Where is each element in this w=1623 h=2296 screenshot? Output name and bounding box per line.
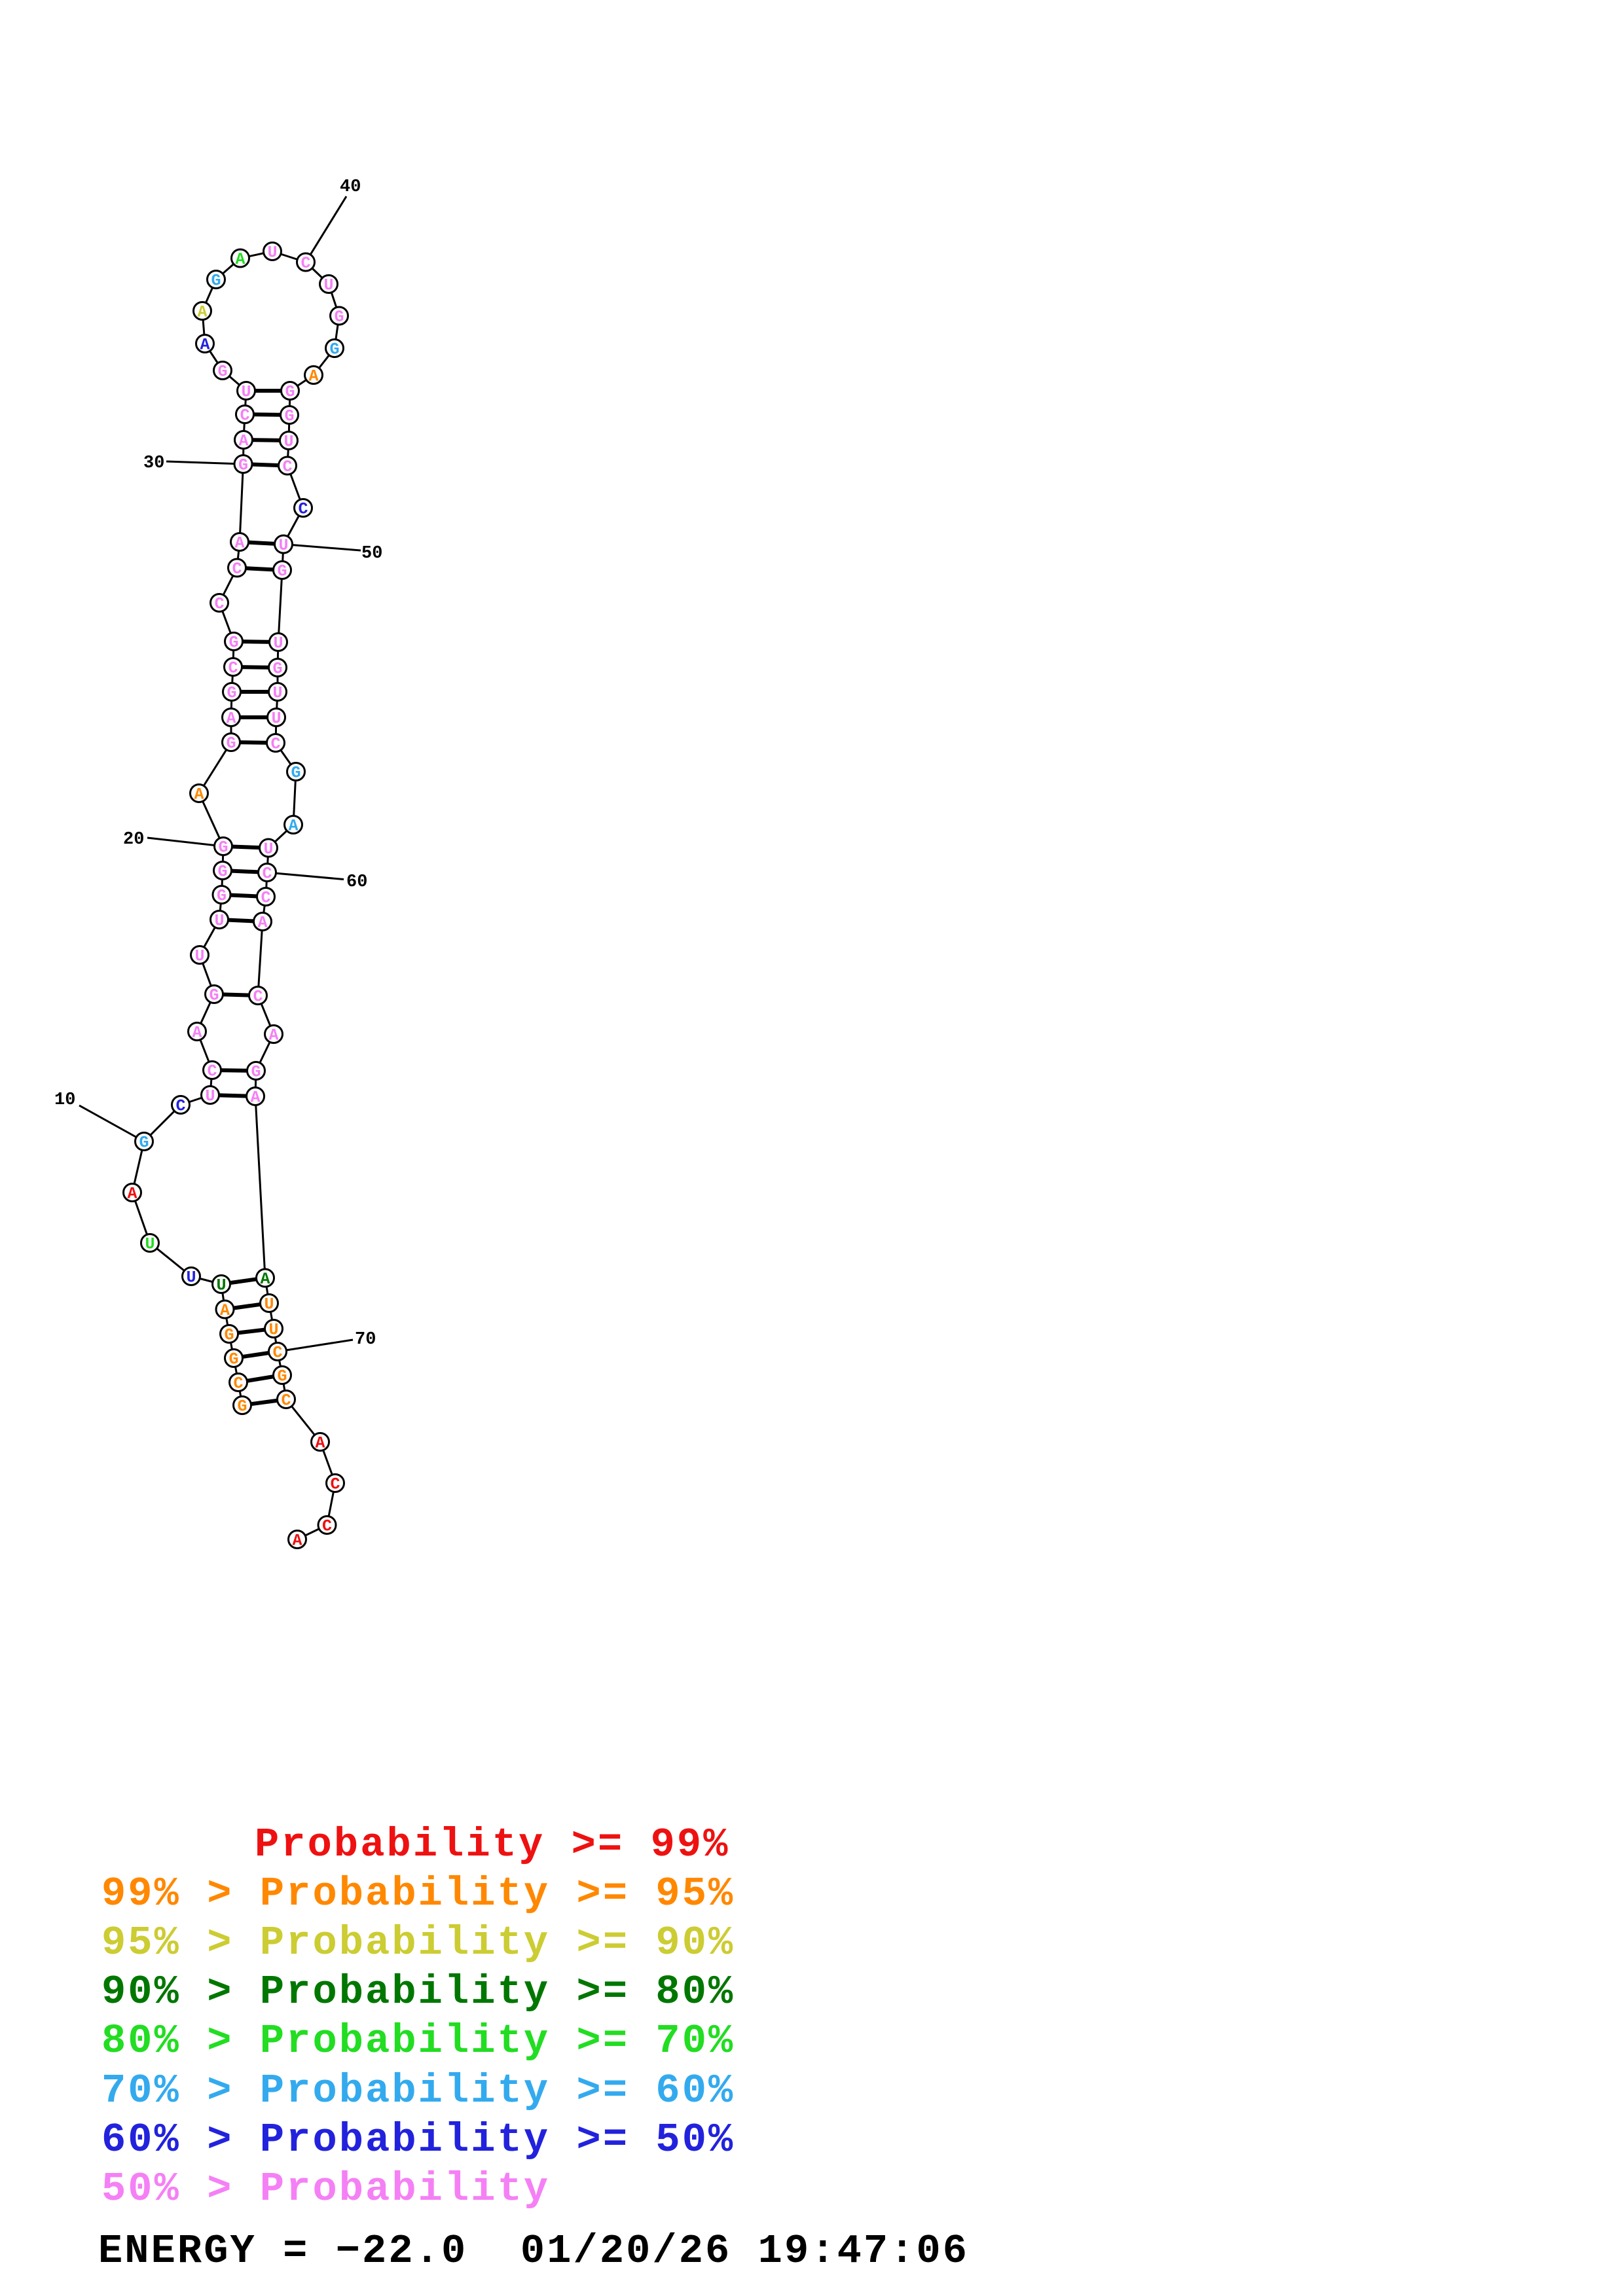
svg-text:C: C: [330, 1475, 340, 1494]
svg-text:A: A: [234, 534, 244, 553]
svg-text:U: U: [278, 536, 288, 555]
svg-text:G: G: [226, 734, 236, 753]
svg-text:C: C: [270, 735, 280, 754]
svg-text:U: U: [323, 276, 333, 295]
svg-text:U: U: [283, 433, 293, 452]
svg-text:A: A: [260, 1270, 270, 1289]
svg-text:G: G: [217, 887, 227, 906]
svg-text:50: 50: [361, 544, 382, 564]
svg-text:G: G: [218, 838, 228, 857]
svg-text:60% > Probability >= 50%: 60% > Probability >= 50%: [101, 2117, 735, 2163]
svg-text:G: G: [285, 383, 295, 402]
svg-text:G: G: [217, 863, 227, 882]
svg-text:G: G: [251, 1063, 261, 1082]
svg-text:C: C: [272, 1344, 282, 1363]
svg-text:C: C: [240, 406, 249, 425]
svg-text:A: A: [308, 367, 318, 386]
svg-text:C: C: [228, 659, 238, 678]
svg-text:G: G: [291, 764, 301, 783]
svg-text:U: U: [268, 1321, 278, 1340]
svg-text:U: U: [194, 947, 204, 966]
svg-text:10: 10: [54, 1090, 75, 1110]
svg-text:C: C: [262, 865, 272, 884]
svg-text:50% > Probability: 50% > Probability: [101, 2166, 550, 2212]
svg-text:30: 30: [143, 454, 164, 473]
svg-text:20: 20: [123, 830, 144, 850]
svg-text:G: G: [238, 456, 248, 475]
svg-text:40: 40: [340, 177, 361, 197]
svg-text:U: U: [241, 383, 251, 402]
svg-text:U: U: [272, 684, 282, 703]
svg-text:G: G: [284, 407, 294, 426]
svg-text:95% > Probability >= 90%: 95% > Probability >= 90%: [101, 1920, 735, 1966]
svg-text:C: C: [301, 254, 310, 273]
svg-text:G: G: [277, 1367, 287, 1386]
svg-text:G: G: [272, 660, 282, 679]
svg-text:A: A: [127, 1185, 137, 1204]
svg-text:G: G: [277, 562, 287, 581]
svg-text:G: G: [329, 340, 339, 359]
svg-text:G: G: [139, 1134, 149, 1153]
svg-text:U: U: [267, 243, 277, 262]
svg-text:A: A: [238, 432, 248, 451]
svg-text:A: A: [226, 709, 236, 728]
svg-text:99% > Probability >= 95%: 99% > Probability >= 95%: [101, 1871, 735, 1917]
svg-text:G: G: [217, 363, 227, 382]
svg-text:80% > Probability >= 70%: 80% > Probability >= 70%: [101, 2018, 735, 2064]
svg-text:A: A: [257, 914, 267, 933]
svg-text:C: C: [253, 988, 263, 1007]
svg-text:C: C: [233, 1374, 243, 1393]
svg-text:G: G: [228, 1350, 238, 1369]
svg-text:G: G: [211, 272, 221, 291]
svg-text:G: G: [227, 684, 236, 703]
svg-text:A: A: [200, 336, 210, 355]
svg-text:U: U: [271, 709, 281, 728]
svg-text:C: C: [322, 1517, 332, 1536]
svg-text:G: G: [228, 634, 238, 653]
svg-text:G: G: [209, 986, 219, 1005]
svg-text:U: U: [145, 1235, 155, 1254]
svg-text:U: U: [205, 1087, 215, 1106]
svg-text:C: C: [282, 457, 292, 476]
svg-text:U: U: [216, 1276, 226, 1295]
svg-text:A: A: [315, 1434, 325, 1453]
svg-text:90% > Probability >= 80%: 90% > Probability >= 80%: [101, 1969, 735, 2015]
svg-text:70% > Probability >= 60%: 70% > Probability >= 60%: [101, 2068, 735, 2114]
svg-text:ENERGY = −22.0 01/20/26 19:47: ENERGY = −22.0 01/20/26 19:47:06: [98, 2228, 969, 2274]
svg-text:70: 70: [355, 1330, 376, 1350]
svg-text:U: U: [263, 840, 273, 859]
svg-text:C: C: [207, 1062, 217, 1081]
svg-text:C: C: [261, 889, 270, 908]
svg-text:C: C: [281, 1391, 291, 1410]
svg-text:A: A: [288, 817, 298, 836]
svg-text:A: A: [197, 303, 207, 322]
svg-text:60: 60: [346, 872, 367, 892]
svg-text:A: A: [192, 1024, 202, 1043]
svg-text:C: C: [298, 500, 308, 519]
svg-text:G: G: [334, 308, 344, 327]
svg-text:A: A: [250, 1088, 260, 1107]
svg-text:A: A: [235, 250, 245, 269]
svg-text:U: U: [214, 912, 224, 931]
svg-text:C: C: [232, 560, 242, 579]
svg-text:A: A: [292, 1532, 302, 1551]
svg-text:A: A: [268, 1026, 278, 1045]
svg-text:U: U: [186, 1268, 196, 1287]
svg-text:C: C: [175, 1097, 185, 1116]
svg-text:U: U: [264, 1295, 274, 1314]
svg-text:C: C: [214, 595, 224, 614]
svg-text:A: A: [194, 785, 204, 804]
svg-text:A: A: [220, 1301, 230, 1320]
svg-text:G: G: [224, 1326, 234, 1345]
svg-text:U: U: [273, 634, 283, 653]
svg-text:Probability >= 99%: Probability >= 99%: [255, 1821, 730, 1868]
svg-text:G: G: [237, 1397, 247, 1416]
